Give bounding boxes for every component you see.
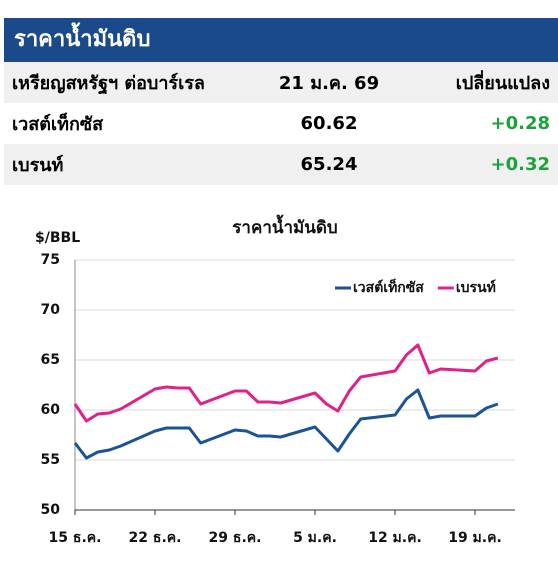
x-tick-label: 15 ธ.ค. — [49, 530, 102, 546]
cell: เปลี่ยนแปลง — [402, 62, 558, 103]
x-tick-label: 22 ธ.ค. — [129, 530, 182, 546]
legend-label: เบรนท์ — [456, 279, 496, 296]
header-title: ราคาน้ำมันดิบ — [4, 18, 558, 62]
y-tick-label: 65 — [41, 352, 60, 368]
cell: 21 ม.ค. 69 — [256, 62, 402, 103]
y-tick-label: 50 — [41, 502, 61, 518]
cell: เวสต์เท็กซัส — [12, 114, 104, 135]
chart: ราคาน้ำมันดิบ $/BBL 50 55 60 65 70 75 15 ธ.ค. 2… — [35, 214, 515, 546]
y-axis-label: $/BBL — [35, 230, 80, 246]
chart-title: ราคาน้ำมันดิบ — [232, 214, 337, 238]
cell: เหรียญสหรัฐฯ ต่อบาร์เรล — [4, 62, 256, 103]
legend-label: เวสต์เท็กซัส — [353, 278, 424, 296]
y-tick-label: 70 — [41, 302, 61, 318]
y-tick-label: 55 — [41, 452, 60, 468]
y-tick-label: 60 — [41, 402, 61, 418]
line-series — [73, 343, 499, 423]
table-header: เหรียญสหรัฐฯ ต่อบาร์เรล 21 ม.ค. 69 เปลี่ยน… — [4, 62, 558, 103]
x-tick-label: 5 ม.ค. — [293, 530, 337, 546]
table-row: เวสต์เท็กซัส 60.62 +0.28 — [4, 103, 558, 144]
cell: 60.62 — [300, 113, 358, 134]
cell: 65.24 — [256, 144, 402, 185]
line-series — [73, 388, 499, 460]
cell: +0.28 — [490, 113, 551, 134]
x-tick-label: 19 ม.ค. — [448, 530, 502, 546]
x-tick-label: 29 ธ.ค. — [209, 530, 262, 546]
cell: +0.32 — [402, 144, 558, 185]
cell: เบรนท์ — [4, 144, 256, 185]
x-tick-label: 12 ม.ค. — [368, 530, 422, 546]
y-tick-label: 75 — [41, 252, 60, 268]
price-table: เหรียญสหรัฐฯ ต่อบาร์เรล 21 ม.ค. 69 เปลี่ยน… — [4, 62, 558, 185]
table-row: เบรนท์ 65.24 +0.32 — [4, 144, 558, 185]
